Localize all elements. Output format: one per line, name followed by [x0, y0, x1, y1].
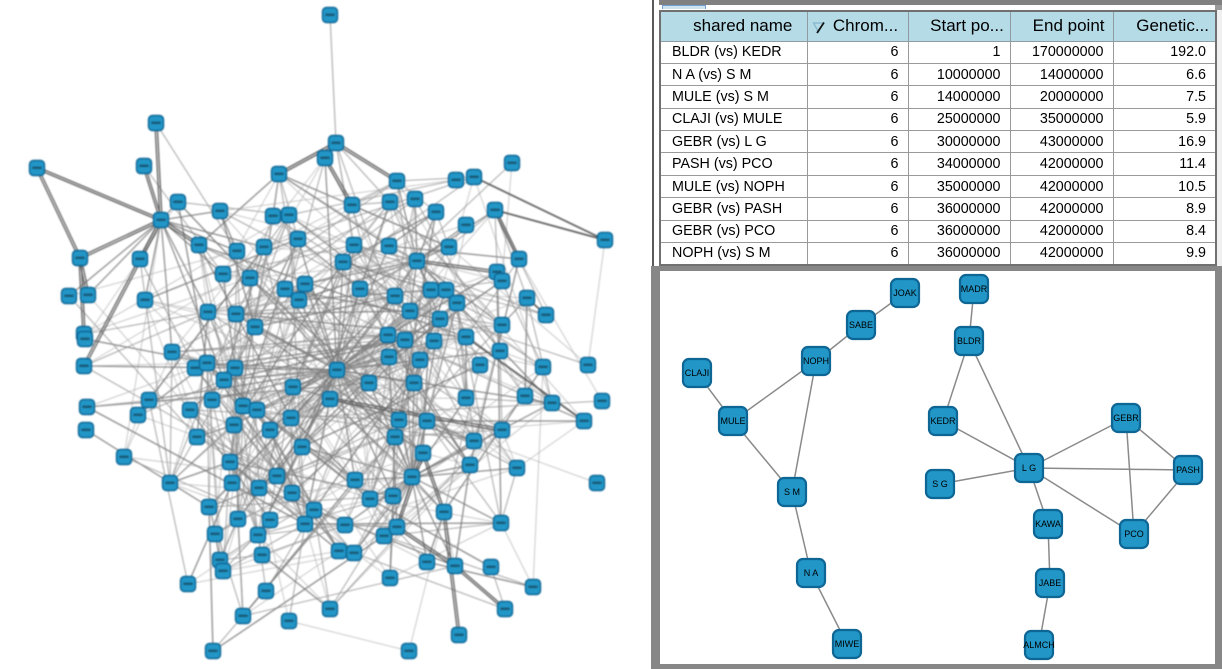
svg-text:NOPH: NOPH	[803, 356, 829, 366]
svg-text:JOAK: JOAK	[893, 288, 917, 298]
svg-text:BLDR: BLDR	[957, 336, 982, 346]
svg-text:ALMCH: ALMCH	[1023, 640, 1055, 650]
svg-text:KAWA: KAWA	[1035, 519, 1061, 529]
svg-text:PASH: PASH	[1176, 465, 1200, 475]
svg-text:S G: S G	[932, 479, 948, 489]
svg-text:KEDR: KEDR	[930, 416, 956, 426]
svg-text:MADR: MADR	[961, 284, 988, 294]
svg-text:GEBR: GEBR	[1113, 413, 1139, 423]
svg-text:CLAJI: CLAJI	[685, 368, 710, 378]
svg-text:S M: S M	[784, 487, 800, 497]
svg-text:N A: N A	[804, 568, 819, 578]
svg-text:MIWE: MIWE	[835, 639, 860, 649]
svg-text:PCO: PCO	[1124, 529, 1144, 539]
svg-text:SABE: SABE	[849, 320, 873, 330]
svg-text:L G: L G	[1022, 463, 1036, 473]
svg-text:JABE: JABE	[1039, 578, 1062, 588]
svg-text:MULE: MULE	[720, 416, 745, 426]
